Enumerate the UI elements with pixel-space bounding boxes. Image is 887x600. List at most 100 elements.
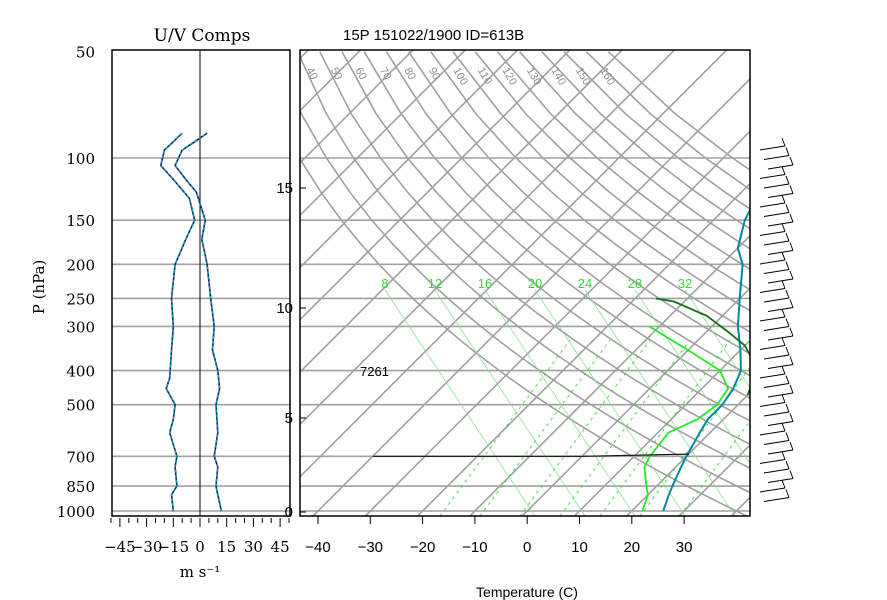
mixing-ratio-label: 8 (381, 276, 388, 291)
skewt-xlabel: Temperature (C) (476, 584, 578, 600)
wind-barb (759, 459, 786, 464)
skewt-dry-adiabat (363, 51, 750, 399)
uv-y-tick-label: 500 (66, 397, 95, 415)
theta-label: 90 (426, 66, 443, 83)
wind-barb (763, 383, 790, 388)
skewt-isotherm (521, 287, 750, 516)
skewt-moist-adiabat (479, 339, 611, 516)
wind-barb (759, 316, 786, 322)
wind-barb (759, 174, 786, 179)
wind-barb-flag (785, 403, 790, 413)
skewt-isotherm (730, 496, 750, 516)
wind-barb-flag (789, 441, 794, 451)
skewt-series-surface (372, 453, 689, 457)
mixing-ratio-label: 20 (528, 276, 542, 291)
wind-barb-flag (785, 147, 790, 156)
skewt-panel-frame (299, 49, 751, 517)
wind-barb-flag (781, 365, 786, 375)
wind-barb-flag (781, 280, 786, 289)
wind-barb (767, 335, 794, 341)
height-tick-label: 5 (285, 410, 293, 427)
uv-y-tick-label: 700 (66, 448, 95, 466)
wind-barb (763, 183, 790, 189)
skewt-moist-adiabat (439, 339, 571, 516)
wind-barb-flag (785, 460, 790, 470)
wind-barb-flag (789, 413, 794, 422)
skewt-dry-adiabat (385, 51, 750, 377)
skewt-series-dewpoint (641, 325, 730, 512)
wind-barb-flag (789, 242, 794, 251)
wind-barb (767, 364, 794, 369)
uv-x-tick-label: −45 (104, 538, 136, 556)
skewt-isotherm (300, 50, 362, 112)
skewt-moist-adiabat (559, 339, 691, 516)
skewt-mixing-ratio (684, 289, 750, 389)
wind-barb-flag (785, 375, 790, 384)
uv-ylabel: P (hPa) (30, 260, 48, 315)
wind-barb (759, 402, 786, 407)
skewt-moist-adiabat (599, 339, 731, 516)
theta-label: 80 (401, 66, 418, 83)
wind-barb (759, 345, 786, 350)
wind-barb-flag (789, 156, 794, 166)
uv-y-tick-label: 1000 (57, 503, 95, 521)
wind-barb (759, 231, 786, 236)
uv-x-tick-labels: −45−30−15 0 15 30 45 (104, 538, 290, 556)
wind-barb-flag (789, 384, 794, 394)
wind-barb-flag (785, 261, 790, 270)
wind-barb-flag (789, 470, 794, 479)
wind-barb-flag (789, 299, 794, 308)
skewt-isotherm (300, 50, 728, 478)
wind-barb-flag (781, 337, 786, 346)
theta-label: 150 (573, 66, 593, 88)
skewt-x-tick-label: 20 (623, 539, 640, 556)
skewt-isotherm (300, 50, 415, 165)
skewt-moist-adiabat (639, 366, 750, 516)
skewt-x-tick-label: 0 (523, 539, 531, 556)
skewt-mixing-ratio (634, 289, 750, 464)
wind-barb-flag (785, 432, 790, 441)
skewt-title: 15P 151022/1900 ID=613B (343, 27, 524, 44)
wind-barb-flag (785, 232, 790, 242)
wind-barb (763, 240, 790, 246)
wind-barb (767, 478, 794, 483)
skewt-dry-adiabat (300, 108, 750, 494)
wind-barb (763, 326, 790, 331)
theta-label: 50 (328, 66, 345, 83)
skewt-dry-adiabat (430, 51, 750, 333)
skewt-mixing-ratio (534, 289, 686, 516)
wind-barb (767, 250, 794, 255)
uv-x-tick-label: 0 (195, 538, 205, 556)
wind-barb (763, 440, 790, 445)
skewt-isotherm (677, 443, 750, 516)
wind-barb (759, 430, 786, 436)
skewt-dry-adiabat (519, 51, 750, 250)
skewt-x-tick-label: 30 (676, 539, 693, 556)
wind-barbs (759, 137, 794, 502)
wind-barb (763, 155, 790, 160)
skewt-mixing-ratio (434, 289, 586, 516)
mixing-ratio-label: 32 (678, 276, 692, 291)
wind-barb (759, 373, 786, 379)
height-tick-labels: 0 5 10 15 (276, 180, 306, 521)
wind-barb-flag (781, 137, 786, 147)
uv-xlabel: m s⁻¹ (180, 563, 221, 581)
skewt-dry-adiabat (474, 51, 750, 291)
wind-barb-flag (781, 451, 786, 460)
uv-series-U (159, 132, 196, 512)
skewt-isotherm (468, 234, 750, 516)
height-tick-label: 0 (285, 504, 293, 521)
theta-label: 130 (524, 66, 544, 88)
wind-barb-flag (781, 422, 786, 432)
wind-barb (767, 164, 794, 170)
uv-y-tick-label: 250 (66, 290, 95, 308)
uv-x-tick-label: −30 (131, 538, 163, 556)
skewt-isotherm (834, 18, 887, 519)
wind-barb (763, 497, 790, 502)
mixing-ratio-label: 24 (578, 276, 592, 291)
theta-label: 60 (352, 66, 369, 83)
wind-barb-flag (785, 318, 790, 327)
skewt-grid (300, 18, 887, 519)
uv-x-tick-label: −15 (157, 538, 189, 556)
uv-y-tick-label: 100 (66, 150, 95, 168)
